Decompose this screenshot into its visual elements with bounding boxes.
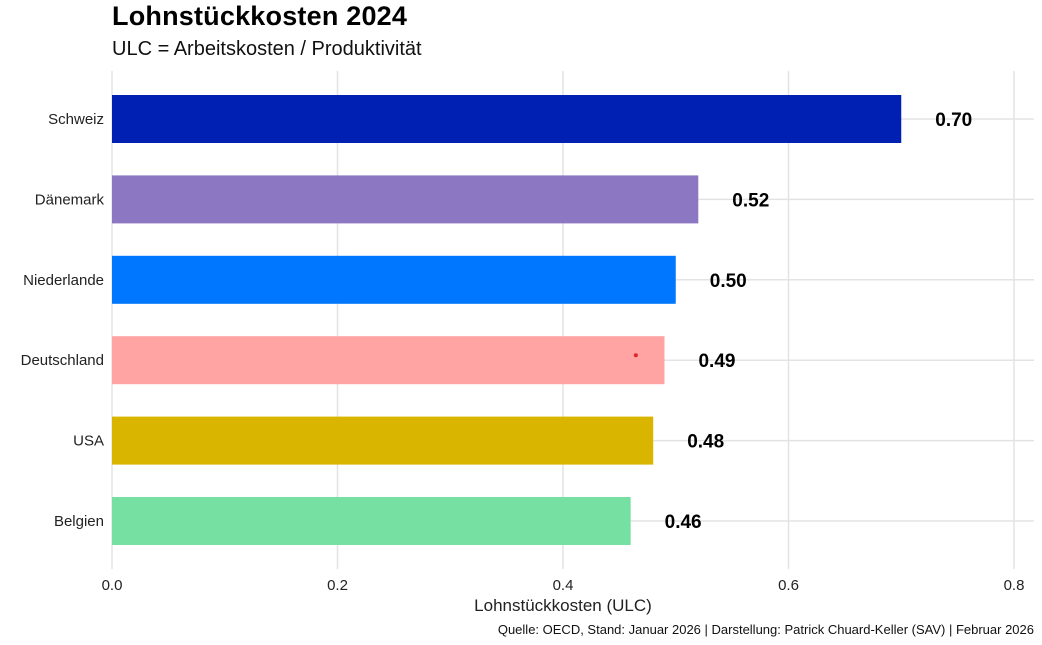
category-label: Dänemark xyxy=(35,191,105,208)
category-label: Deutschland xyxy=(21,352,104,369)
x-tick-label: 0.6 xyxy=(778,577,799,594)
bar-belgien xyxy=(112,497,631,545)
chart-subtitle: ULC = Arbeitskosten / Produktivität xyxy=(112,38,422,60)
category-label: USA xyxy=(73,433,104,450)
marker-dot xyxy=(633,353,638,358)
value-label: 0.48 xyxy=(687,432,724,453)
bar-schweiz xyxy=(112,95,902,143)
value-label: 0.46 xyxy=(665,512,702,533)
value-label: 0.49 xyxy=(698,351,735,372)
category-label: Niederlande xyxy=(23,272,104,289)
x-tick-labels: 0.0 0.2 0.4 0.6 0.8 xyxy=(102,577,1025,594)
value-labels: 0.70 0.52 0.50 0.49 0.48 0.46 xyxy=(665,110,973,533)
x-tick-label: 0.0 xyxy=(102,577,123,594)
x-axis-title: Lohnstückkosten (ULC) xyxy=(474,596,652,615)
bar-niederlande xyxy=(112,255,676,304)
gridlines xyxy=(111,71,1034,569)
x-tick-label: 0.4 xyxy=(553,577,574,594)
x-tick-label: 0.8 xyxy=(1004,577,1025,594)
value-label: 0.70 xyxy=(935,110,972,131)
source-caption: Quelle: OECD, Stand: Januar 2026 | Darst… xyxy=(497,622,1034,637)
bar-deutschland xyxy=(112,336,665,385)
category-label: Belgien xyxy=(54,513,104,530)
category-label: Schweiz xyxy=(48,111,104,128)
bars xyxy=(112,95,902,545)
x-tick-label: 0.2 xyxy=(327,577,348,594)
bar-dänemark xyxy=(112,175,699,224)
value-label: 0.50 xyxy=(710,271,747,292)
value-label: 0.52 xyxy=(732,190,769,211)
category-labels: Schweiz Dänemark Niederlande Deutschland USA… xyxy=(21,111,105,530)
chart-title: Lohnstückkosten 2024 xyxy=(112,1,408,31)
bar-usa xyxy=(112,416,654,465)
